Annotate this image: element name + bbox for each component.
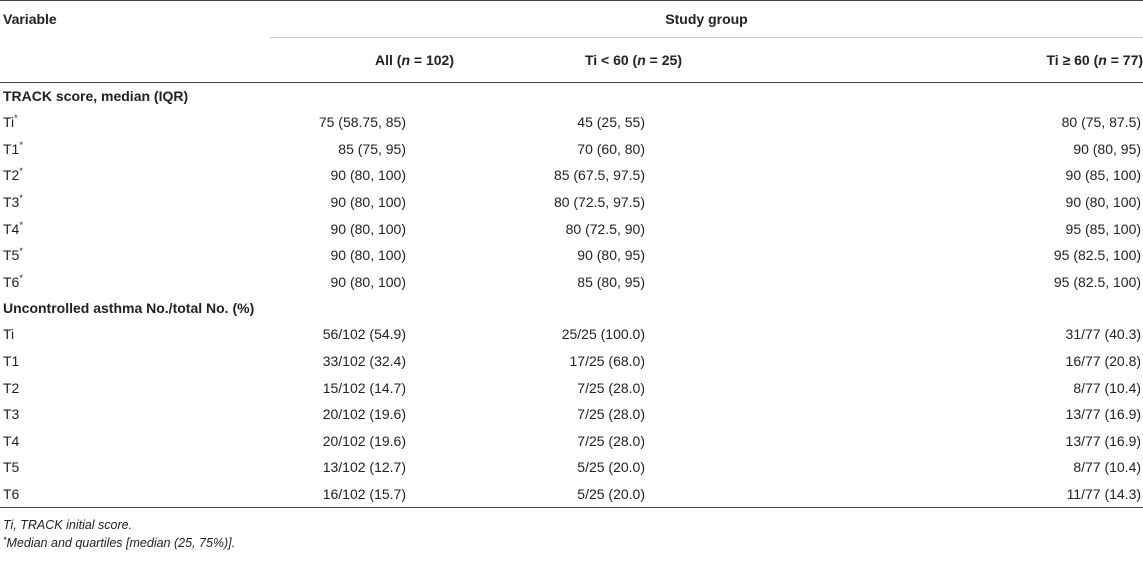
cell-ti-ge-60: 31/77 (40.3) [1065, 326, 1142, 343]
cell-ti-lt-60: 5/25 (20.0) [460, 480, 805, 509]
cell-all: 90 (80, 100) [330, 194, 407, 211]
footnote-median: *Median and quartiles [median (25, 75%)]… [3, 535, 236, 551]
table-row: T2 15/102 (14.7) 7/25 (28.0) 8/77 (10.4) [0, 374, 1143, 401]
cell-ti-ge-60: 11/77 (14.3) [805, 480, 1143, 509]
table-row: Ti 56/102 (54.9) 25/25 (100.0) 31/77 (40.3) [0, 321, 1143, 348]
footnote-marker: * [19, 272, 23, 283]
row-label: T6 [0, 480, 270, 509]
study-group-header: Study group [270, 0, 1143, 38]
table-row: T2* 90 (80, 100) 85 (67.5, 97.5) 90 (85, 10… [0, 162, 1143, 189]
cell-all: 90 (80, 100) [330, 247, 407, 264]
cell-all: 75 (58.75, 85) [318, 114, 406, 131]
cell-all: 16/102 (15.7) [270, 480, 460, 509]
cell-ti-ge-60: 95 (82.5, 100) [1053, 273, 1142, 290]
cell-ti-lt-60: 7/25 (28.0) [577, 379, 645, 396]
cell-ti-lt-60: 5/25 (20.0) [577, 459, 645, 476]
section-title: Uncontrolled asthma No./total No. (%) [3, 300, 255, 317]
footnote-marker: * [19, 193, 23, 204]
cell-ti-lt-60: 80 (72.5, 97.5) [553, 194, 645, 211]
row-label: T5 [3, 459, 20, 476]
section-header-row: Uncontrolled asthma No./total No. (%) [0, 295, 1143, 321]
cell-ti-lt-60: 45 (25, 55) [577, 114, 645, 131]
cell-ti-ge-60: 13/77 (16.9) [1065, 406, 1142, 423]
table-row: T1 33/102 (32.4) 17/25 (68.0) 16/77 (20.8) [0, 348, 1143, 375]
variable-header: Variable [0, 0, 270, 83]
cell-ti-ge-60: 95 (85, 100) [1065, 220, 1142, 237]
table-body: TRACK score, median (IQR) Ti* 75 (58.75, 8… [0, 83, 1143, 509]
cell-ti-ge-60: 95 (82.5, 100) [1053, 247, 1142, 264]
cell-all: 33/102 (32.4) [322, 353, 406, 370]
column-header-all: All (n = 102) [270, 37, 460, 83]
row-label: T2 [3, 379, 20, 396]
row-label: T6* [3, 272, 23, 290]
cell-ti-ge-60: 90 (85, 100) [1065, 167, 1142, 184]
footnote-marker: * [19, 166, 23, 177]
table-row: T1* 85 (75, 95) 70 (60, 80) 90 (80, 95) [0, 136, 1143, 163]
section-header-row: TRACK score, median (IQR) [0, 83, 1143, 110]
table-container: Variable Study group All (n = 102) Ti < … [0, 0, 1143, 550]
cell-ti-lt-60: 85 (80, 95) [577, 273, 645, 290]
cell-ti-ge-60: 90 (80, 100) [1065, 194, 1142, 211]
cell-ti-ge-60: 8/77 (10.4) [1073, 459, 1142, 476]
cell-all: 90 (80, 100) [330, 273, 407, 290]
cell-ti-lt-60: 85 (67.5, 97.5) [553, 167, 645, 184]
cell-ti-lt-60: 90 (80, 95) [577, 247, 645, 264]
cell-all: 90 (80, 100) [330, 220, 407, 237]
footnote-marker: * [19, 246, 23, 257]
cell-ti-ge-60: 13/77 (16.9) [1065, 432, 1142, 449]
cell-all: 85 (75, 95) [338, 140, 406, 157]
row-label: T1 [3, 353, 20, 370]
cell-ti-ge-60: 90 (80, 95) [1073, 140, 1142, 157]
row-label: T4 [3, 432, 20, 449]
cell-ti-lt-60: 7/25 (28.0) [577, 406, 645, 423]
cell-ti-ge-60: 80 (75, 87.5) [1061, 114, 1142, 131]
row-label: T3* [3, 193, 23, 211]
cell-ti-lt-60: 80 (72.5, 90) [565, 220, 645, 237]
cell-ti-ge-60: 16/77 (20.8) [1065, 353, 1142, 370]
row-label: T2* [3, 166, 23, 184]
table-row: T5* 90 (80, 100) 90 (80, 95) 95 (82.5, 100) [0, 242, 1143, 269]
cell-all: 20/102 (19.6) [322, 432, 406, 449]
table-row: T4* 90 (80, 100) 80 (72.5, 90) 95 (85, 100) [0, 215, 1143, 242]
column-header-ti-ge-60: Ti ≥ 60 (n = 77) [805, 37, 1143, 83]
table-row: Ti* 75 (58.75, 85) 45 (25, 55) 80 (75, 87.5… [0, 109, 1143, 136]
section-title: TRACK score, median (IQR) [3, 88, 189, 104]
cell-all: 13/102 (12.7) [322, 459, 406, 476]
cell-ti-lt-60: 7/25 (28.0) [577, 432, 645, 449]
footnote-abbreviation: Ti, TRACK initial score. [3, 518, 133, 533]
row-label: T1* [3, 139, 23, 157]
cell-ti-lt-60: 17/25 (68.0) [569, 353, 646, 370]
row-label: T3 [3, 406, 20, 423]
cell-ti-lt-60: 25/25 (100.0) [561, 326, 645, 343]
results-table: Variable Study group All (n = 102) Ti < … [0, 0, 1143, 509]
table-row: T3* 90 (80, 100) 80 (72.5, 97.5) 90 (80, 10… [0, 189, 1143, 216]
cell-ti-lt-60: 70 (60, 80) [577, 140, 645, 157]
row-label: T4* [3, 219, 23, 237]
table-row: T5 13/102 (12.7) 5/25 (20.0) 8/77 (10.4) [0, 454, 1143, 481]
footnote-marker: * [19, 219, 23, 230]
table-row: T4 20/102 (19.6) 7/25 (28.0) 13/77 (16.9) [0, 428, 1143, 455]
table-row: T3 20/102 (19.6) 7/25 (28.0) 13/77 (16.9) [0, 401, 1143, 428]
cell-all: 90 (80, 100) [330, 167, 407, 184]
cell-all: 20/102 (19.6) [322, 406, 406, 423]
table-row: T6 16/102 (15.7) 5/25 (20.0) 11/77 (14.3) [0, 480, 1143, 509]
row-label: Ti* [3, 113, 18, 131]
row-label: Ti [3, 326, 15, 343]
header-row-columns: All (n = 102) Ti < 60 (n = 25) Ti ≥ 60 (… [0, 37, 1143, 83]
table-row: T6* 90 (80, 100) 85 (80, 95) 95 (82.5, 100) [0, 269, 1143, 296]
cell-ti-ge-60: 8/77 (10.4) [1073, 379, 1142, 396]
footnote-marker: * [14, 113, 18, 124]
row-label: T5* [3, 246, 23, 264]
footnote-marker: * [19, 139, 23, 150]
cell-all: 56/102 (54.9) [322, 326, 406, 343]
column-header-ti-lt-60: Ti < 60 (n = 25) [460, 37, 805, 83]
cell-all: 15/102 (14.7) [322, 379, 406, 396]
header-row-top: Variable Study group [0, 0, 1143, 83]
